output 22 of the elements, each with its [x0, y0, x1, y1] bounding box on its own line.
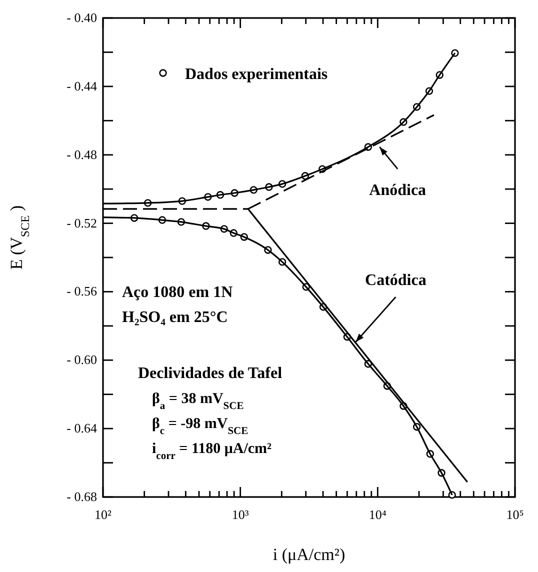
y-tick-label: - 0.68 — [66, 489, 97, 504]
annotation: Aço 1080 em 1N — [122, 284, 234, 301]
x-tick-label: 10⁴ — [368, 507, 387, 522]
y-tick-label: - 0.40 — [66, 10, 97, 25]
y-tick-label: - 0.56 — [66, 284, 98, 299]
annotation: Catódica — [365, 272, 426, 290]
annotation: H₂SO₄ em 25°C — [122, 309, 228, 326]
annotation: i$_{corr}$ = 1180 μA/cm² — [152, 441, 272, 462]
legend-label: Dados experimentais — [185, 66, 328, 83]
annotation: Declividades de Tafel — [138, 365, 283, 382]
x-tick-label: 10² — [94, 507, 112, 522]
annotation: Anódica — [369, 182, 426, 199]
x-tick-label: 10⁵ — [506, 507, 524, 522]
x-tick-label: 10³ — [232, 507, 249, 522]
y-tick-label: - 0.64 — [66, 420, 98, 436]
annotation: β$_{a}$ = 38 mV$_{SCE}$ — [152, 391, 244, 412]
x-axis-title: i (μA/cm²) — [272, 545, 346, 564]
y-tick-label: - 0.52 — [66, 215, 97, 230]
y-tick-label: - 0.60 — [66, 352, 97, 368]
annotation: β$_{c}$ = -98 mV$_{SCE}$ — [152, 416, 248, 436]
y-tick-label: - 0.44 — [66, 78, 98, 94]
y-tick-label: - 0.48 — [66, 146, 97, 162]
